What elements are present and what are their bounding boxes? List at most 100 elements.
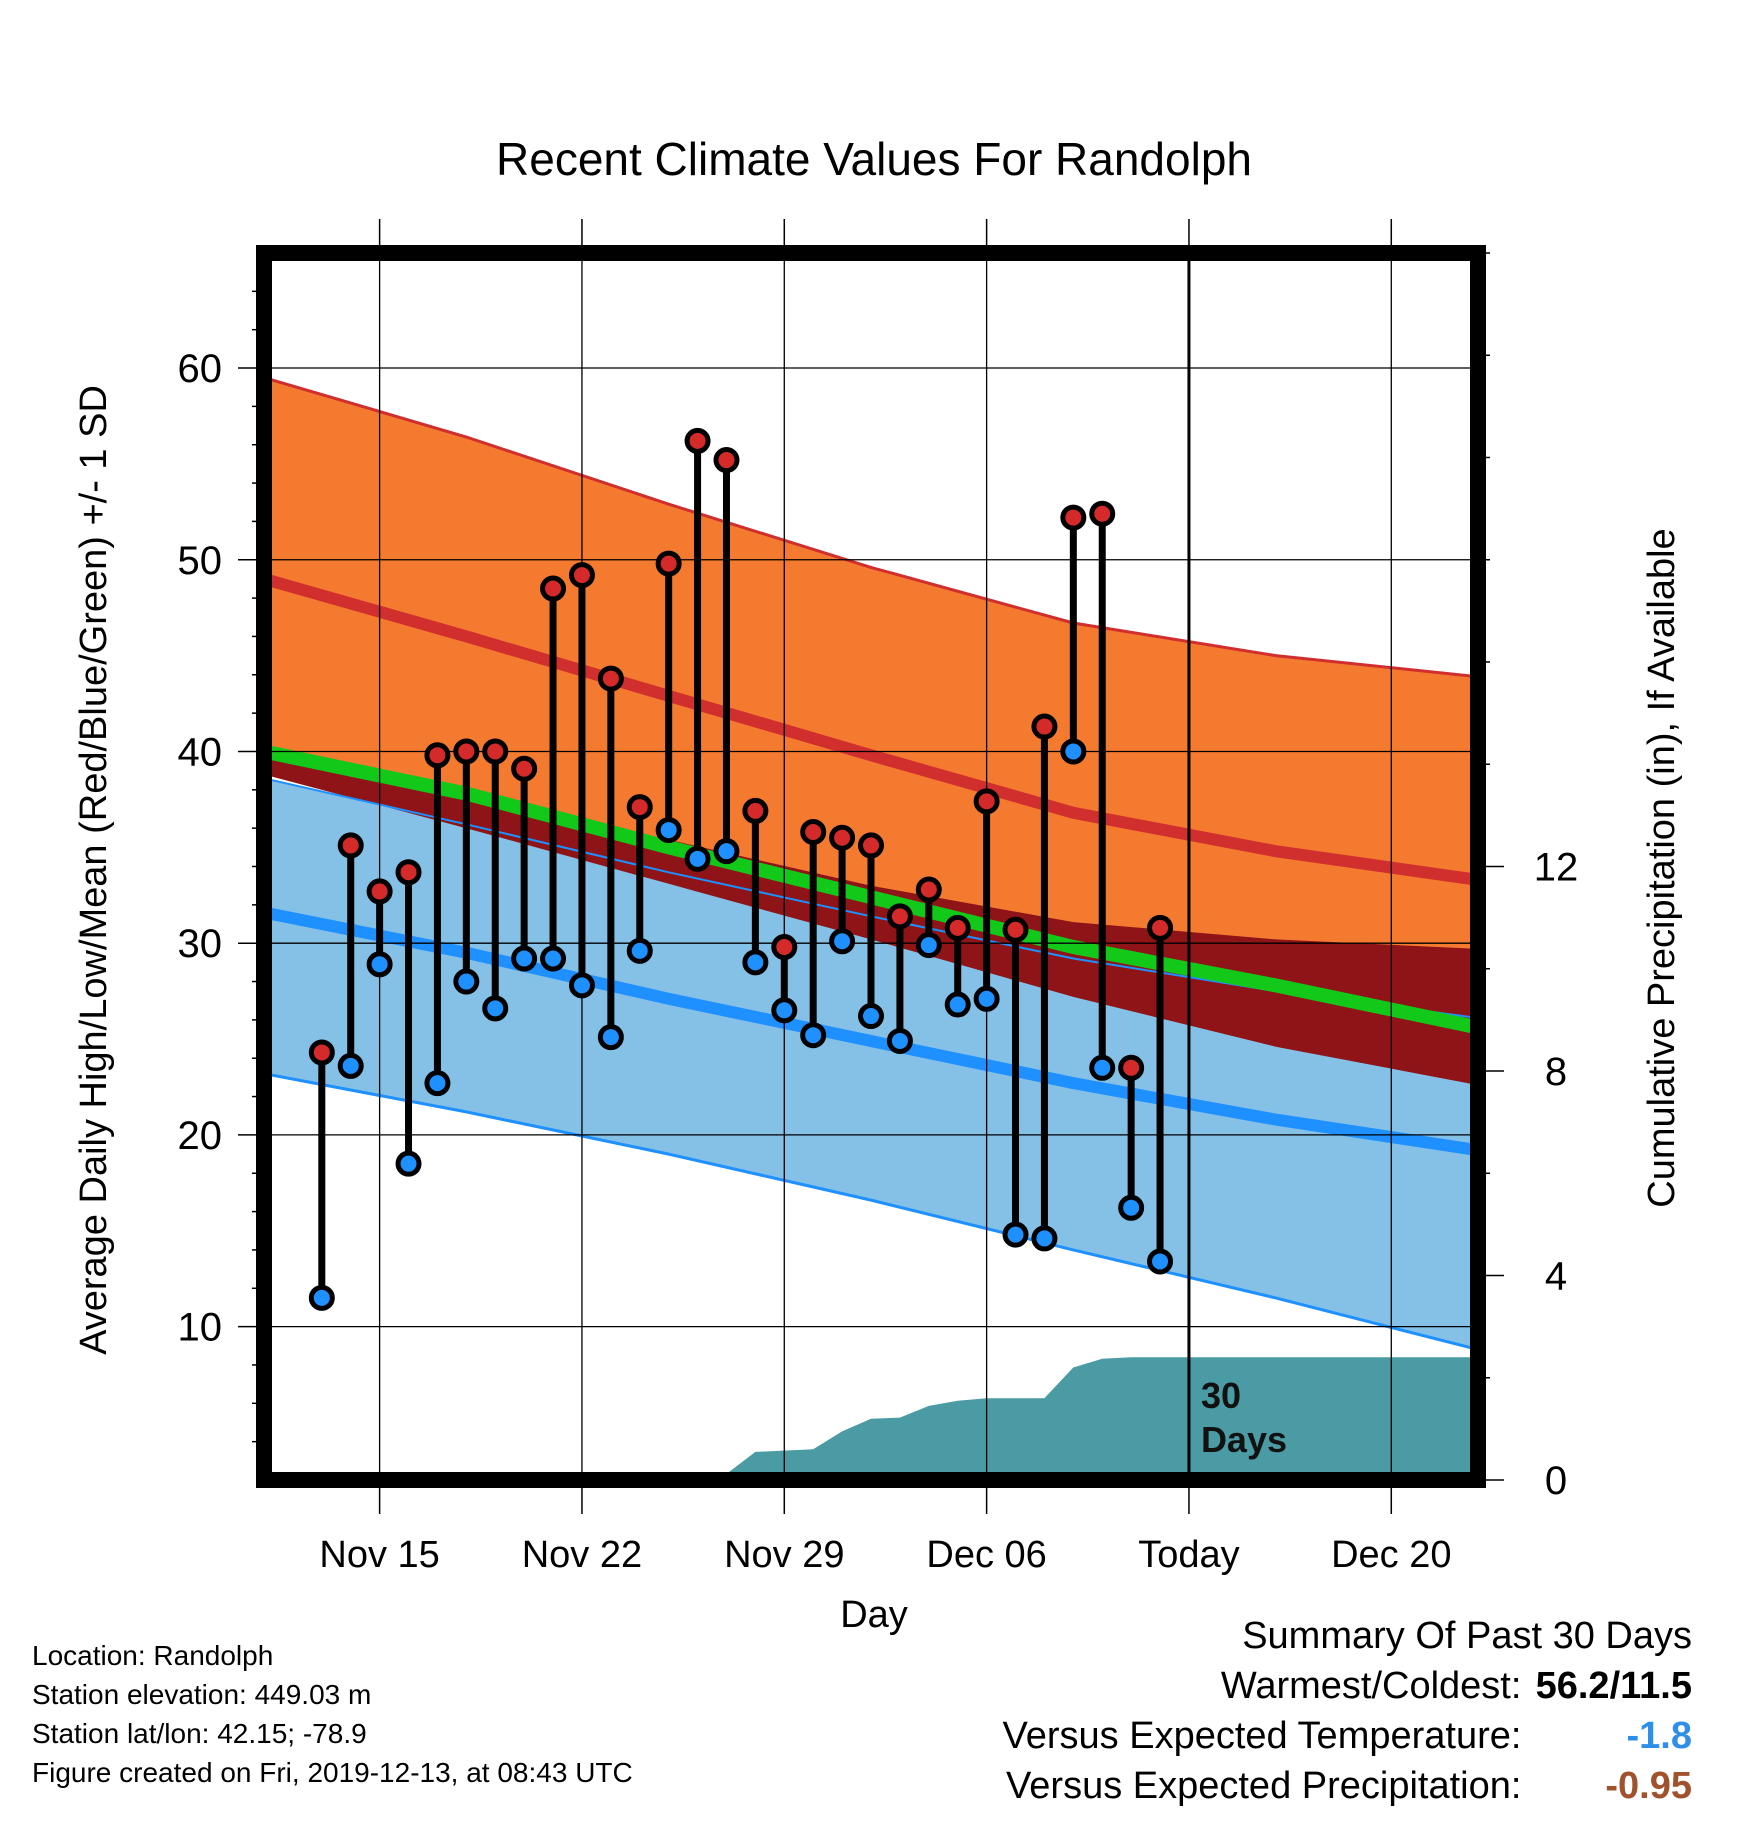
daily-low-point — [655, 817, 682, 844]
temp-departure-value: -1.8 — [1626, 1715, 1692, 1757]
daily-low-point — [337, 1052, 364, 1079]
daily-low-point — [1147, 1248, 1174, 1275]
high-upper-edge — [264, 376, 1478, 679]
daily-high-point — [886, 903, 913, 930]
x-tick-label: Dec 06 — [926, 1534, 1046, 1576]
summary-panel: Summary Of Past 30 Days Warmest/Coldest:… — [1003, 1611, 1692, 1811]
daily-low-point — [973, 985, 1000, 1012]
daily-high-point — [511, 755, 538, 782]
precip-area — [264, 1357, 1478, 1480]
daily-high-point — [540, 575, 567, 602]
daily-low-point — [771, 997, 798, 1024]
station-info: Location: Randolph Station elevation: 44… — [32, 1636, 633, 1792]
daily-low-point — [366, 951, 393, 978]
temp-departure-label: Versus Expected Temperature: — [1002, 1715, 1522, 1757]
daily-high-point — [395, 859, 422, 886]
daily-low-point — [886, 1027, 913, 1054]
y-left-tick-label: 20 — [178, 1114, 223, 1158]
daily-low-point — [829, 928, 856, 955]
daily-high-point — [771, 934, 798, 961]
daily-high-point — [1089, 500, 1116, 527]
daily-high-point — [742, 797, 769, 824]
daily-high-point — [453, 738, 480, 765]
y-left-tick-label: 60 — [178, 347, 223, 391]
daily-low-point — [424, 1070, 451, 1097]
y-right-tick-label: 8 — [1545, 1050, 1567, 1094]
daily-low-point — [511, 945, 538, 972]
daily-high-point — [1060, 504, 1087, 531]
daily-high-point — [713, 447, 740, 474]
daily-high-point — [626, 794, 653, 821]
daily-low-point — [944, 991, 971, 1018]
x-tick-label: Nov 29 — [724, 1534, 844, 1576]
daily-low-point — [1031, 1225, 1058, 1252]
y-left-tick-label: 10 — [178, 1306, 223, 1350]
x-tick-label: Nov 15 — [319, 1534, 439, 1576]
daily-low-point — [597, 1024, 624, 1051]
y-left-tick-label: 40 — [178, 730, 223, 774]
y-right-tick-label: 4 — [1545, 1255, 1567, 1299]
x-tick-label: Dec 20 — [1331, 1534, 1451, 1576]
daily-low-point — [713, 838, 740, 865]
daily-high-point — [1002, 916, 1029, 943]
y-right-tick-label: 12 — [1534, 846, 1579, 890]
latlon-text: Station lat/lon: 42.15; -78.9 — [32, 1718, 367, 1749]
low-lower-edge — [264, 1072, 1478, 1352]
daily-high-point — [308, 1039, 335, 1066]
high-sd-band — [264, 377, 1478, 1028]
daily-low-point — [453, 968, 480, 995]
daily-low-point — [1002, 1221, 1029, 1248]
daily-high-point — [800, 818, 827, 845]
daily-low-point — [540, 945, 567, 972]
daily-high-point — [655, 550, 682, 577]
daily-low-point — [684, 845, 711, 872]
daily-high-point — [597, 665, 624, 692]
daily-low-point — [858, 1003, 884, 1030]
daily-low-point — [1060, 738, 1087, 765]
y-right-tick-label: 0 — [1545, 1459, 1567, 1503]
y-left-tick-label: 30 — [178, 922, 223, 966]
daily-high-point — [684, 427, 711, 454]
daily-low-point — [308, 1284, 335, 1311]
daily-high-point — [915, 876, 942, 903]
normal-high-line — [264, 573, 1478, 886]
location-text: Location: Randolph — [32, 1640, 274, 1671]
daily-low-point — [568, 972, 595, 999]
y-axis-title-right: Cumulative Precipitation (in), If Availa… — [1641, 528, 1683, 1207]
low-sd-band — [264, 778, 1478, 1350]
warmest-coldest-label: Warmest/Coldest: — [1220, 1665, 1522, 1707]
today-days-number: 30 — [1201, 1375, 1241, 1416]
y-left-tick-label: 50 — [178, 539, 223, 583]
created-text: Figure created on Fri, 2019-12-13, at 08… — [32, 1757, 633, 1788]
y-axis-title-left: Average Daily High/Low/Mean (Red/Blue/Gr… — [73, 385, 115, 1355]
daily-high-point — [1118, 1054, 1145, 1081]
daily-low-point — [915, 932, 942, 959]
x-tick-label: Today — [1138, 1534, 1239, 1576]
daily-low-point — [626, 937, 653, 964]
daily-low-point — [800, 1022, 827, 1049]
daily-high-point — [482, 738, 509, 765]
daily-high-point — [858, 832, 884, 859]
daily-high-point — [944, 914, 971, 941]
daily-low-point — [1118, 1194, 1145, 1221]
daily-high-point — [337, 832, 364, 859]
chart-title: Recent Climate Values For Randolph — [496, 133, 1252, 185]
x-tick-label: Nov 22 — [522, 1534, 642, 1576]
daily-high-point — [424, 742, 451, 769]
precip-departure-label: Versus Expected Precipitation: — [1006, 1765, 1522, 1807]
today-days-label: Days — [1201, 1419, 1287, 1460]
daily-high-point — [973, 788, 1000, 815]
daily-low-point — [482, 995, 509, 1022]
warmest-coldest-value: 56.2/11.5 — [1535, 1665, 1692, 1707]
daily-low-point — [1089, 1054, 1116, 1081]
daily-high-point — [366, 878, 393, 905]
daily-high-point — [829, 824, 856, 851]
daily-high-point — [1031, 713, 1058, 740]
daily-high-point — [1147, 914, 1174, 941]
daily-high-point — [568, 562, 595, 589]
x-axis-title: Day — [840, 1594, 908, 1636]
summary-heading: Summary Of Past 30 Days — [1242, 1615, 1692, 1657]
daily-low-point — [395, 1150, 422, 1177]
